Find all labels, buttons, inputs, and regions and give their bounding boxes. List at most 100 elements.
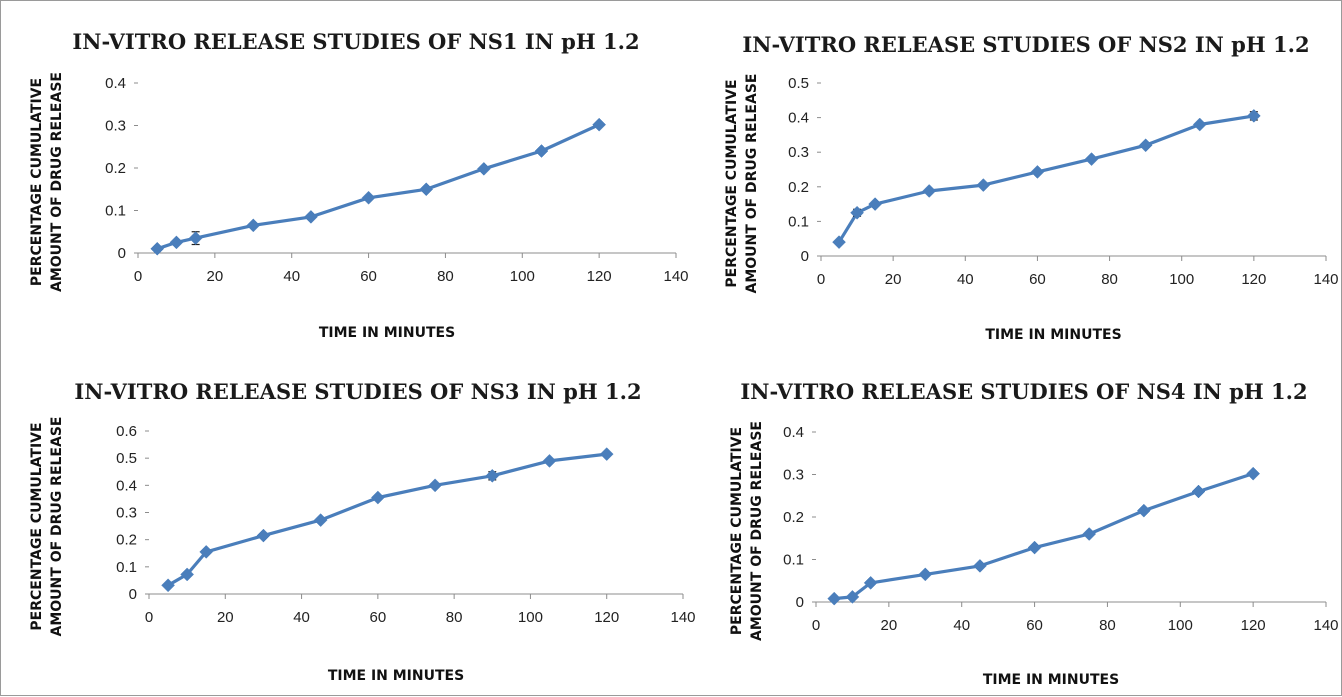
data-point	[1084, 152, 1099, 166]
y-tick-label: 0	[118, 245, 126, 262]
x-tick-label: 60	[1029, 271, 1046, 288]
x-tick-label: 0	[817, 271, 825, 288]
x-tick-label: 80	[1099, 617, 1116, 634]
x-axis-label: TIME IN MINUTES	[319, 325, 455, 341]
y-axis-label-line: PERCENTAGE CUMULATIVE	[29, 422, 45, 630]
y-tick-label: 0	[129, 586, 137, 603]
x-tick-label: 120	[587, 268, 612, 285]
data-point	[592, 117, 606, 132]
y-axis-label: PERCENTAGE CUMULATIVE AMOUNT OF DRUG RELE…	[29, 72, 65, 292]
data-point	[868, 197, 882, 211]
y-tick-label: 0.2	[783, 509, 804, 526]
data-point	[534, 144, 549, 158]
x-tick-label: 120	[1241, 617, 1266, 634]
data-point	[599, 447, 614, 461]
data-point	[1138, 138, 1153, 153]
x-tick-label: 0	[145, 609, 153, 626]
chart-title: IN-VITRO RELEASE STUDIES OF NS4 IN pH 1.…	[740, 379, 1307, 404]
data-point	[863, 576, 878, 590]
data-point	[180, 567, 194, 582]
x-tick-label: 100	[518, 609, 543, 626]
x-tick-label: 80	[1101, 271, 1118, 288]
data-point	[313, 513, 328, 527]
x-tick-label: 80	[437, 268, 454, 285]
chart-panel-3: IN-VITRO RELEASE STUDIES OF NS3 IN pH 1.…	[29, 379, 696, 684]
x-tick-label: 120	[594, 609, 619, 626]
x-tick-label: 140	[663, 268, 688, 285]
x-tick-label: 40	[293, 609, 310, 626]
data-point	[1246, 466, 1260, 481]
y-tick-label: 0.2	[105, 160, 126, 177]
data-point	[199, 545, 214, 559]
chart-panel-1: IN-VITRO RELEASE STUDIES OF NS1 IN pH 1.…	[29, 29, 689, 341]
y-tick-label: 0.1	[105, 203, 126, 220]
data-point	[827, 591, 842, 606]
x-tick-label: 80	[446, 609, 463, 626]
y-axis-label-line: PERCENTAGE CUMULATIVE	[724, 79, 740, 287]
series-line	[155, 123, 601, 251]
data-point	[1137, 503, 1151, 518]
x-tick-label: 140	[1313, 271, 1338, 288]
data-point	[188, 231, 203, 245]
chart-panel-4: IN-VITRO RELEASE STUDIES OF NS4 IN pH 1.…	[729, 379, 1339, 688]
y-tick-label: 0.4	[783, 424, 804, 441]
data-point	[485, 468, 500, 483]
data-point	[246, 218, 261, 233]
data-point	[477, 161, 491, 176]
y-tick-label: 0.4	[116, 477, 137, 494]
data-point	[304, 210, 318, 224]
series-line	[166, 452, 609, 587]
x-tick-label: 20	[207, 268, 224, 285]
x-axis-label: TIME IN MINUTES	[985, 327, 1121, 343]
x-tick-label: 40	[953, 617, 970, 634]
chart-title: IN-VITRO RELEASE STUDIES OF NS3 IN pH 1.…	[74, 379, 641, 404]
chart-title: IN-VITRO RELEASE STUDIES OF NS1 IN pH 1.…	[72, 29, 639, 54]
y-axis-label: PERCENTAGE CUMULATIVE AMOUNT OF DRUG RELE…	[29, 417, 65, 637]
x-tick-label: 140	[1313, 617, 1338, 634]
data-point	[428, 478, 442, 493]
data-point	[161, 578, 175, 593]
x-tick-label: 20	[881, 617, 898, 634]
x-tick-label: 60	[1026, 617, 1043, 634]
y-axis-label-line: AMOUNT OF DRUG RELEASE	[49, 417, 65, 637]
data-point	[832, 235, 846, 250]
x-tick-label: 0	[134, 268, 142, 285]
x-axis-label: TIME IN MINUTES	[328, 668, 464, 684]
y-tick-label: 0.3	[116, 505, 137, 522]
data-point	[922, 184, 937, 198]
y-tick-label: 0.1	[788, 213, 809, 230]
y-axis-label: PERCENTAGE CUMULATIVE AMOUNT OF DRUG RELE…	[724, 74, 760, 294]
data-point	[1082, 527, 1097, 541]
x-tick-label: 60	[370, 609, 387, 626]
data-point	[976, 178, 991, 192]
y-tick-label: 0.2	[116, 532, 137, 549]
data-point	[1191, 484, 1206, 499]
data-point	[361, 190, 376, 205]
data-point	[1027, 540, 1042, 555]
y-tick-label: 0.2	[788, 179, 809, 196]
data-point	[850, 205, 864, 220]
x-tick-label: 100	[1168, 617, 1193, 634]
y-tick-label: 0.6	[116, 423, 137, 440]
y-tick-label: 0.1	[116, 559, 137, 576]
data-point	[169, 235, 184, 250]
x-tick-label: 20	[885, 271, 902, 288]
x-tick-label: 40	[957, 271, 974, 288]
y-tick-label: 0.5	[116, 450, 137, 467]
y-tick-label: 0.5	[788, 75, 809, 92]
data-point	[371, 490, 385, 505]
chart-panel-2: IN-VITRO RELEASE STUDIES OF NS2 IN pH 1.…	[724, 32, 1339, 343]
y-axis-label-line: PERCENTAGE CUMULATIVE	[29, 78, 45, 286]
y-axis-label: PERCENTAGE CUMULATIVE AMOUNT OF DRUG RELE…	[729, 421, 765, 641]
data-point	[973, 559, 987, 573]
x-tick-label: 0	[812, 617, 820, 634]
y-axis-label-line: AMOUNT OF DRUG RELEASE	[49, 72, 65, 292]
y-axis-label-line: AMOUNT OF DRUG RELEASE	[749, 421, 765, 641]
y-tick-label: 0	[801, 248, 809, 265]
data-point	[918, 567, 933, 582]
data-point	[150, 241, 165, 256]
data-point	[542, 454, 557, 468]
data-point	[1247, 109, 1261, 123]
